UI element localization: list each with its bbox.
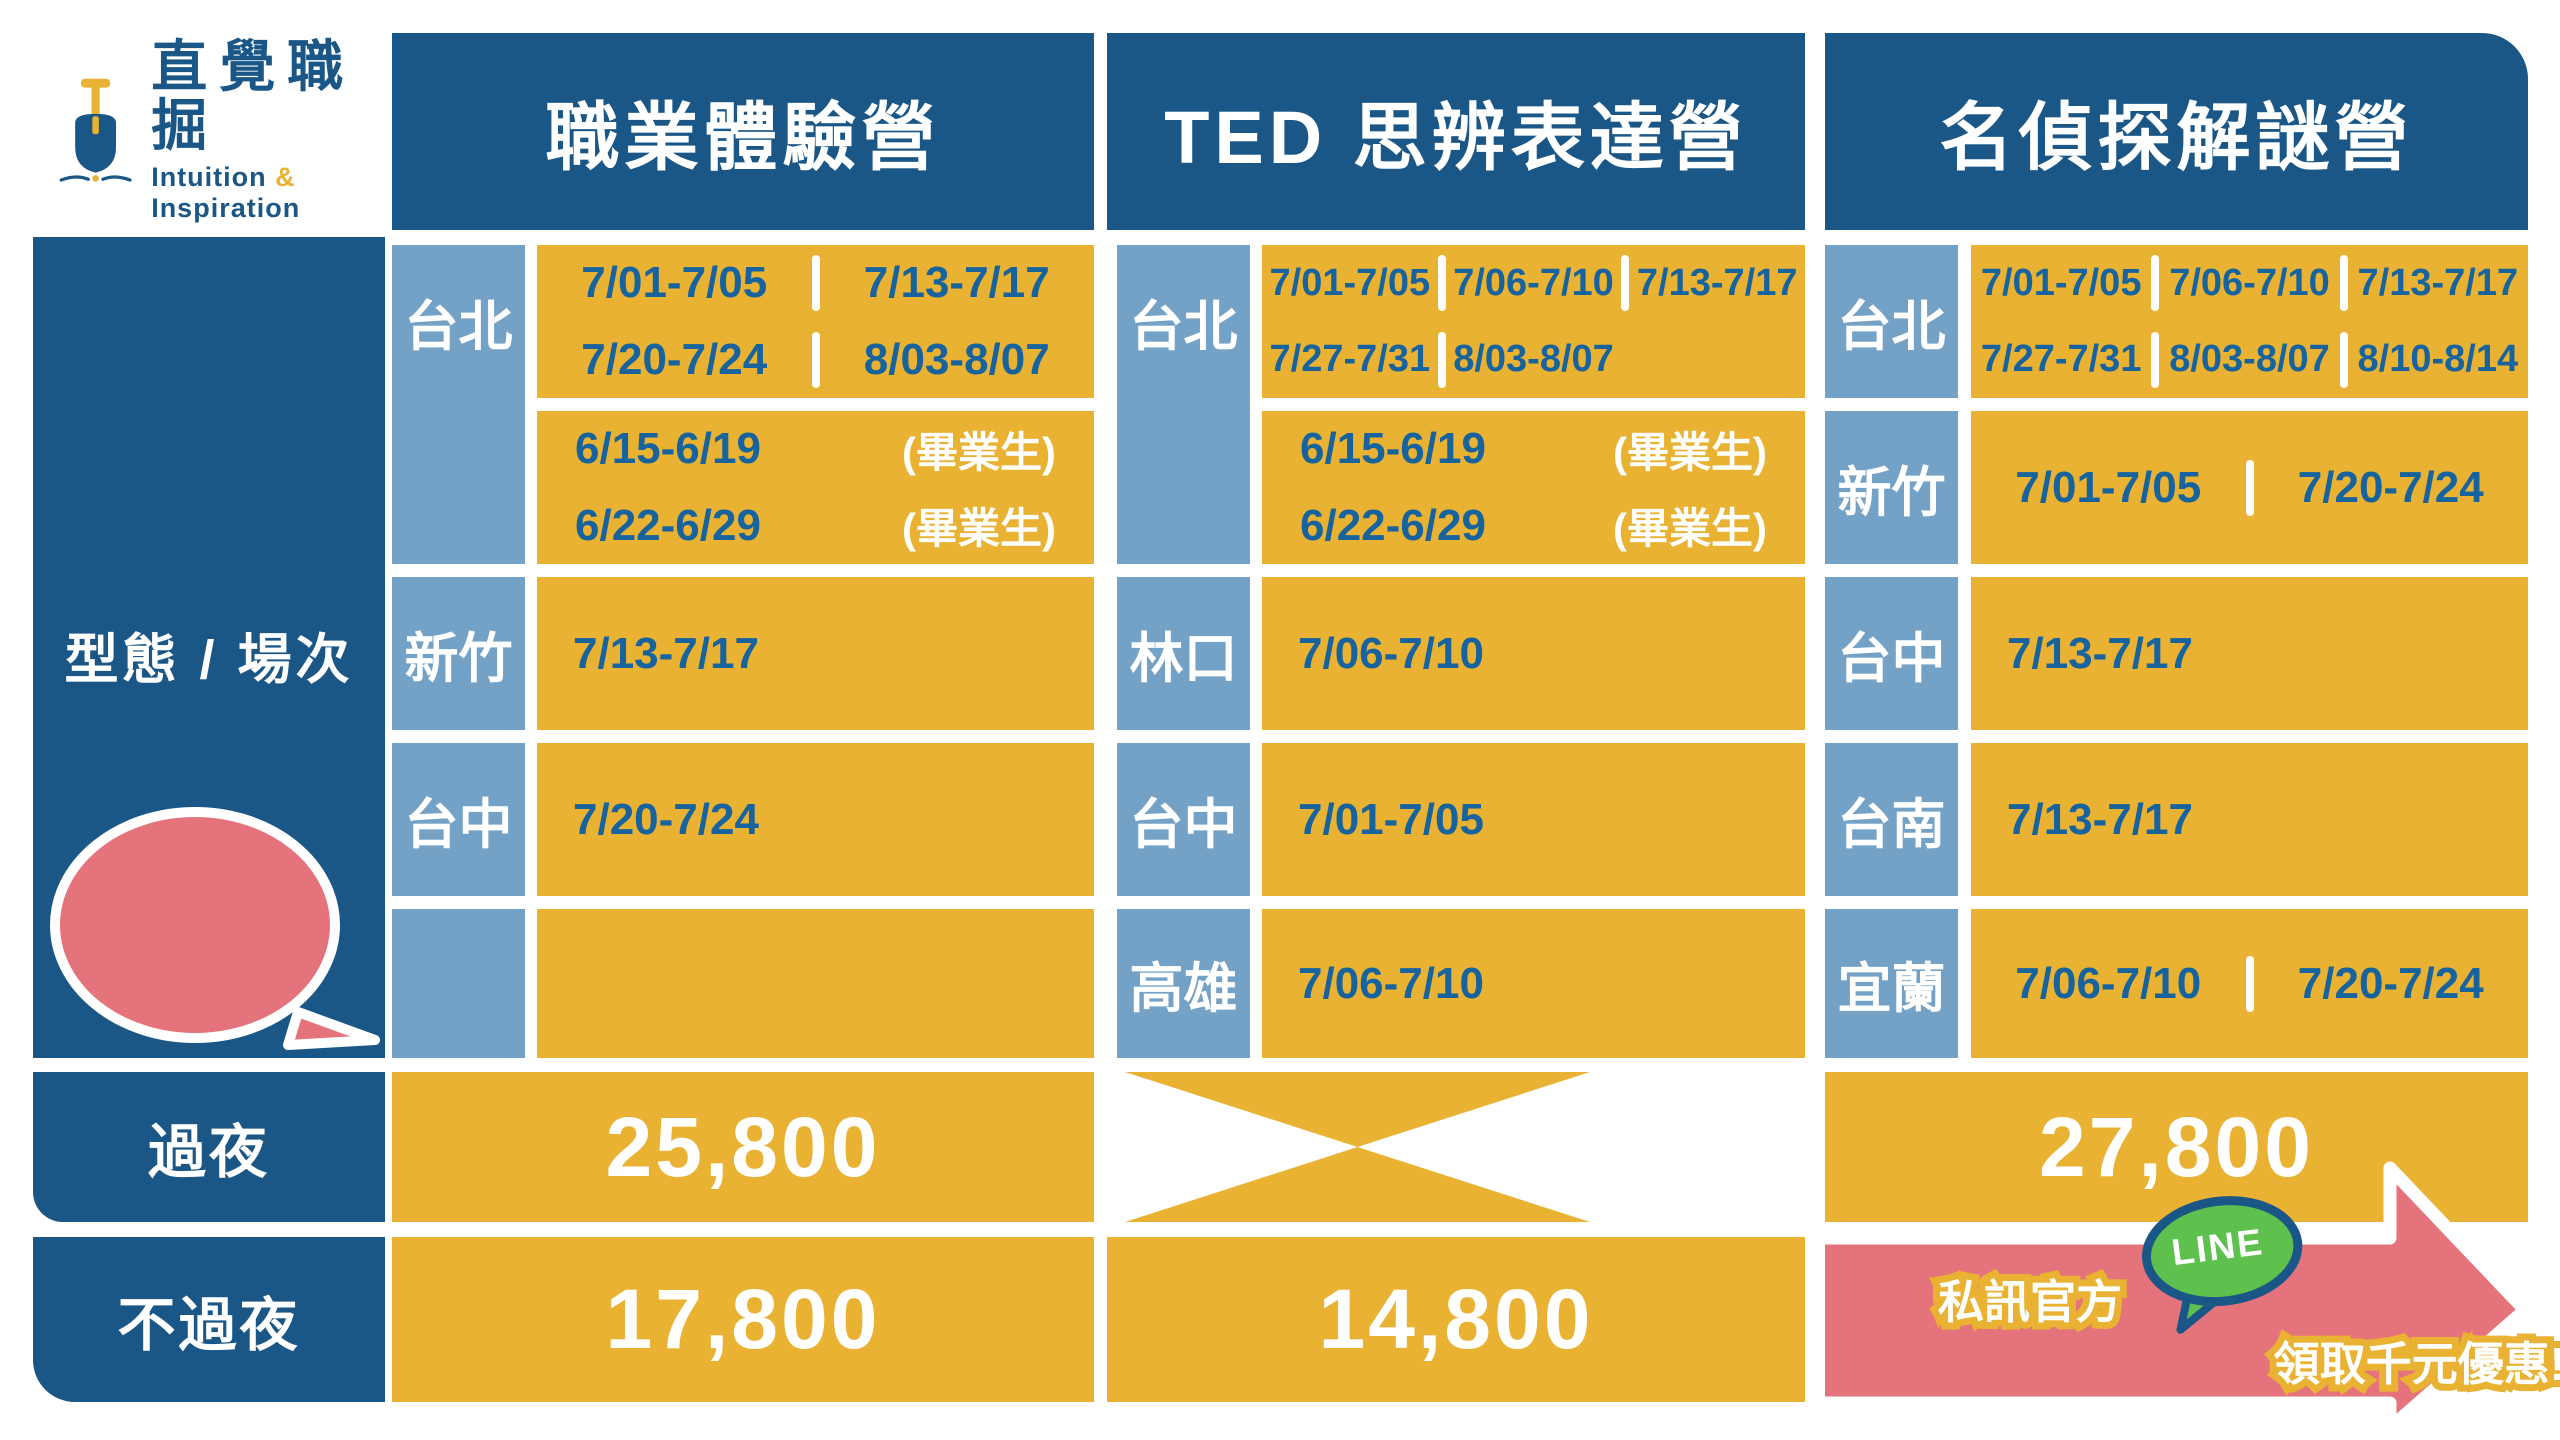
shovel-icon xyxy=(59,78,132,182)
dates-detective-yilan: 7/06-7/10 7/20-7/24 xyxy=(1971,909,2528,1058)
not-available-icon xyxy=(1125,1072,1590,1222)
city-cell-yilan-detective: 宜蘭 xyxy=(1825,909,1958,1058)
dates-career-hsinchu: 7/13-7/17 xyxy=(537,577,1094,730)
dates-detective-taichung: 7/13-7/17 xyxy=(1971,577,2528,730)
sidebar-type-sessions: 型態 / 場次 國中! xyxy=(33,237,385,1203)
city-cell-taipei-ted: 台北 xyxy=(1117,245,1250,564)
city-cell-linkou-ted: 林口 xyxy=(1117,577,1250,730)
promo-text-line2: 領取千元優惠! xyxy=(2194,1328,2560,1394)
type-sessions-label: 型態 / 場次 xyxy=(64,630,354,690)
dates-career-empty xyxy=(537,909,1094,1058)
date-separator xyxy=(2245,459,2254,516)
dates-career-taichung: 7/20-7/24 xyxy=(537,743,1094,896)
price-career-overnight: 25,800 xyxy=(392,1072,1094,1222)
date-separator xyxy=(1621,255,1630,312)
city-cell-taipei-career: 台北 xyxy=(392,245,525,564)
price-ted-day: 14,800 xyxy=(1107,1237,1805,1402)
date-separator xyxy=(2339,331,2348,388)
city-cell-hsinchu-career: 新竹 xyxy=(392,577,525,730)
header-detective-camp: 名偵探解謎營 xyxy=(1825,33,2528,230)
city-cell-kaohsiung-ted: 高雄 xyxy=(1117,909,1250,1058)
speech-bubble-icon xyxy=(50,807,380,1050)
city-cell-taichung-detective: 台中 xyxy=(1825,577,1958,730)
price-career-day: 17,800 xyxy=(392,1237,1094,1402)
city-cell-taichung-ted: 台中 xyxy=(1117,743,1250,896)
line-icon[interactable]: LINE xyxy=(2131,1186,2317,1346)
dates-ted-graduates: 6/15-6/19 (畢業生) 6/22-6/29 (畢業生) xyxy=(1262,411,1805,564)
date-separator xyxy=(1437,331,1446,388)
date-separator xyxy=(2151,255,2160,312)
date-separator xyxy=(2339,255,2348,312)
dates-ted-taipei: 7/01-7/05 7/06-7/10 7/13-7/17 7/27-7/31 8/0… xyxy=(1262,245,1805,398)
promo-text-line1: 私訊官方 xyxy=(1880,1266,2180,1332)
city-cell-hsinchu-detective: 新竹 xyxy=(1825,411,1958,564)
dates-detective-tainan: 7/13-7/17 xyxy=(1971,743,2528,896)
dates-ted-linkou: 7/06-7/10 xyxy=(1262,577,1805,730)
day-row-label: 不過夜 xyxy=(33,1237,385,1402)
brand-logo: 直覺職掘 Intuition & Inspiration xyxy=(58,37,398,223)
date-separator xyxy=(811,331,820,388)
date-separator xyxy=(811,255,820,312)
header-career-camp: 職業體驗營 xyxy=(392,33,1094,230)
brand-text: 直覺職掘 Intuition & Inspiration xyxy=(151,35,398,224)
date-separator xyxy=(2151,331,2160,388)
dates-career-graduates: 6/15-6/19 (畢業生) 6/22-6/29 (畢業生) xyxy=(537,411,1094,564)
price-detective-overnight: 27,800 xyxy=(1825,1072,2528,1222)
dates-career-taipei: 7/01-7/05 7/13-7/17 7/20-7/24 8/03-8/07 xyxy=(537,245,1094,398)
city-cell-taipei-detective: 台北 xyxy=(1825,245,1958,398)
city-cell-empty-career xyxy=(392,909,525,1058)
date-separator xyxy=(1437,255,1446,312)
dates-ted-kaohsiung: 7/06-7/10 xyxy=(1262,909,1805,1058)
city-cell-tainan-detective: 台南 xyxy=(1825,743,1958,896)
brand-tagline: Intuition & Inspiration xyxy=(151,161,301,223)
header-ted-camp: TED 思辨表達營 xyxy=(1107,33,1805,230)
dates-detective-hsinchu: 7/01-7/05 7/20-7/24 xyxy=(1971,411,2528,564)
dates-ted-taichung: 7/01-7/05 xyxy=(1262,743,1805,896)
city-cell-taichung-career: 台中 xyxy=(392,743,525,896)
dates-detective-taipei: 7/01-7/05 7/06-7/10 7/13-7/17 7/27-7/31 8/0… xyxy=(1971,245,2528,398)
date-separator xyxy=(2245,955,2254,1012)
brand-name: 直覺職掘 xyxy=(151,35,356,157)
overnight-row-label: 過夜 xyxy=(33,1072,385,1222)
